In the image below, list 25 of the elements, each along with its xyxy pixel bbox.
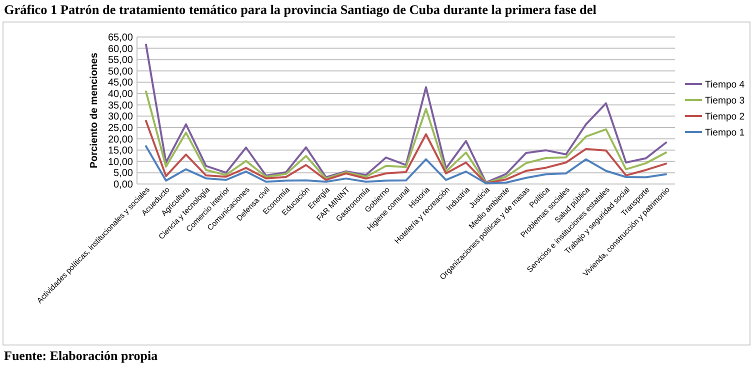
y-tick-label: 30,00 bbox=[108, 112, 134, 123]
y-tick-label: 40,00 bbox=[108, 89, 134, 100]
chart-title: Gráfico 1 Patrón de tratamiento temático para la provincia Santiago de Cuba durante la primera fase del bbox=[4, 2, 597, 17]
y-tick-label: 50,00 bbox=[108, 66, 134, 78]
line-series bbox=[145, 90, 667, 184]
source-note: Fuente: Elaboración propia bbox=[4, 348, 158, 363]
legend-label: Tiempo 1 bbox=[705, 127, 745, 138]
y-tick-label: 25,00 bbox=[108, 122, 134, 134]
y-tick-label: 35,00 bbox=[108, 100, 134, 112]
y-tick-label: 15,00 bbox=[108, 146, 134, 157]
legend-label: Tiempo 4 bbox=[705, 79, 746, 90]
y-tick-label: 45,00 bbox=[108, 78, 134, 89]
y-tick-label: 20,00 bbox=[108, 134, 134, 146]
y-tick-label: 55,00 bbox=[108, 55, 134, 66]
legend-label: Tiempo 2 bbox=[705, 111, 745, 122]
y-axis-title: Porciento de menciones bbox=[89, 52, 100, 168]
line-series bbox=[145, 145, 667, 184]
y-tick-label: 65,00 bbox=[108, 32, 134, 44]
y-tick-label: 60,00 bbox=[108, 44, 134, 55]
y-tick-label: 10,00 bbox=[108, 156, 134, 168]
legend-label: Tiempo 3 bbox=[705, 95, 745, 106]
y-tick-label: 0,00 bbox=[114, 180, 134, 190]
line-series bbox=[145, 44, 667, 184]
y-tick-label: 5,00 bbox=[114, 168, 134, 180]
line-series bbox=[145, 120, 667, 184]
